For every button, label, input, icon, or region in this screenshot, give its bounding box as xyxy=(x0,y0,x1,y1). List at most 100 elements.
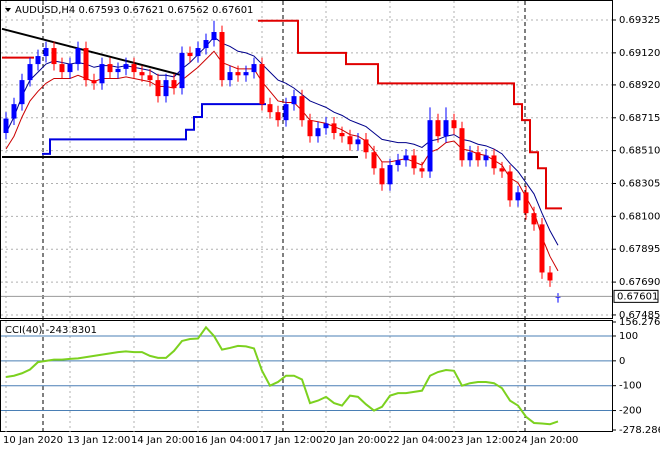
y-tick-label: 156.276 xyxy=(619,317,660,328)
candle-body xyxy=(387,165,393,185)
candle-body xyxy=(347,136,353,145)
candle-body xyxy=(251,64,257,73)
candle-body xyxy=(491,155,497,169)
main-frame xyxy=(0,0,613,319)
price-box xyxy=(613,289,659,303)
candle-body xyxy=(83,48,89,81)
moving-average xyxy=(5,50,559,272)
title-marker xyxy=(5,8,11,12)
y-tick-label: 0.69325 xyxy=(619,15,660,26)
cci-frame xyxy=(0,320,613,432)
candle-body xyxy=(43,48,49,57)
candle-body xyxy=(115,68,121,73)
x-tick-label: 13 Jan 12:00 xyxy=(67,435,130,446)
price-label: 0.67601 xyxy=(617,291,658,302)
candle-body xyxy=(203,40,209,49)
candle-body xyxy=(315,128,321,137)
candle-body xyxy=(355,139,361,145)
candle-body xyxy=(459,128,465,161)
candle-body xyxy=(19,80,25,105)
candle-body xyxy=(155,80,161,97)
channel-line xyxy=(42,103,266,155)
candle-body xyxy=(187,52,193,57)
candle-body xyxy=(379,168,385,185)
candle-body xyxy=(11,104,17,119)
candle-body xyxy=(467,152,473,161)
candle-body xyxy=(411,155,417,169)
candle-body xyxy=(555,296,561,298)
candle-body xyxy=(195,48,201,57)
x-tick-label: 10 Jan 2020 xyxy=(3,435,63,446)
y-tick-label: -100 xyxy=(619,381,642,392)
moving-average xyxy=(5,36,559,246)
candle-body xyxy=(427,120,433,172)
trendline xyxy=(1,27,183,77)
candle-body xyxy=(395,160,401,166)
candle-body xyxy=(59,64,65,73)
candle-body xyxy=(523,192,529,214)
y-tick-label: 0.69120 xyxy=(619,48,660,59)
y-tick-label: 0.67895 xyxy=(619,244,660,255)
x-tick-label: 20 Jan 20:00 xyxy=(323,435,386,446)
y-tick-label: 100 xyxy=(619,331,638,342)
candle-body xyxy=(363,139,369,153)
candle-body xyxy=(547,272,553,281)
candle-body xyxy=(499,168,505,172)
candle-body xyxy=(275,112,281,121)
candle-body xyxy=(107,64,113,73)
candle-body xyxy=(443,120,449,137)
y-tick-label: 0.68715 xyxy=(619,113,660,124)
candle-body xyxy=(91,80,97,84)
candle-body xyxy=(531,213,537,225)
candle-body xyxy=(403,155,409,161)
y-tick-label: 0.67690 xyxy=(619,277,660,288)
candle-body xyxy=(299,96,305,121)
y-tick-label: -200 xyxy=(619,406,642,417)
candle-body xyxy=(243,72,249,76)
candle-body xyxy=(419,168,425,172)
candle-body xyxy=(51,48,57,65)
candle-body xyxy=(123,64,129,69)
candle-body xyxy=(67,64,73,73)
candle-body xyxy=(99,64,105,84)
candle-body xyxy=(515,192,521,201)
candle-body xyxy=(331,123,337,134)
candle-body xyxy=(339,133,345,137)
candle-body xyxy=(307,120,313,137)
candle-body xyxy=(435,120,441,137)
candle-body xyxy=(147,75,153,81)
candle-body xyxy=(451,120,457,129)
x-tick-label: 16 Jan 04:00 xyxy=(195,435,258,446)
candle-body xyxy=(507,171,513,201)
chart-title: AUDUSD,H4 0.67593 0.67621 0.67562 0.6760… xyxy=(15,5,253,16)
candle-body xyxy=(27,64,33,81)
x-tick-label: 23 Jan 12:00 xyxy=(451,435,514,446)
x-tick-label: 24 Jan 20:00 xyxy=(515,435,578,446)
candle-body xyxy=(291,96,297,105)
candle-body xyxy=(267,104,273,113)
candle-body xyxy=(483,155,489,161)
candle-body xyxy=(227,72,233,81)
candle-body xyxy=(371,152,377,169)
y-tick-label: 0.68305 xyxy=(619,179,660,190)
y-tick-label: 0.68510 xyxy=(619,146,660,157)
x-tick-label: 22 Jan 04:00 xyxy=(387,435,450,446)
candle-body xyxy=(131,64,137,73)
candle-body xyxy=(35,56,41,65)
candle-body xyxy=(179,52,185,89)
cci-line xyxy=(5,325,559,426)
y-tick-label: 0.67485 xyxy=(619,310,660,321)
candle-body xyxy=(3,118,9,134)
channel-line xyxy=(2,19,562,210)
candle-body xyxy=(475,152,481,161)
candle-body xyxy=(235,72,241,76)
candle-body xyxy=(211,32,217,41)
candle-body xyxy=(259,64,265,105)
candle-body xyxy=(171,80,177,89)
x-tick-label: 14 Jan 20:00 xyxy=(131,435,194,446)
y-tick-label: 0.68100 xyxy=(619,211,660,222)
candle-body xyxy=(163,80,169,97)
x-tick-label: 17 Jan 12:00 xyxy=(259,435,322,446)
candle-body xyxy=(139,72,145,76)
